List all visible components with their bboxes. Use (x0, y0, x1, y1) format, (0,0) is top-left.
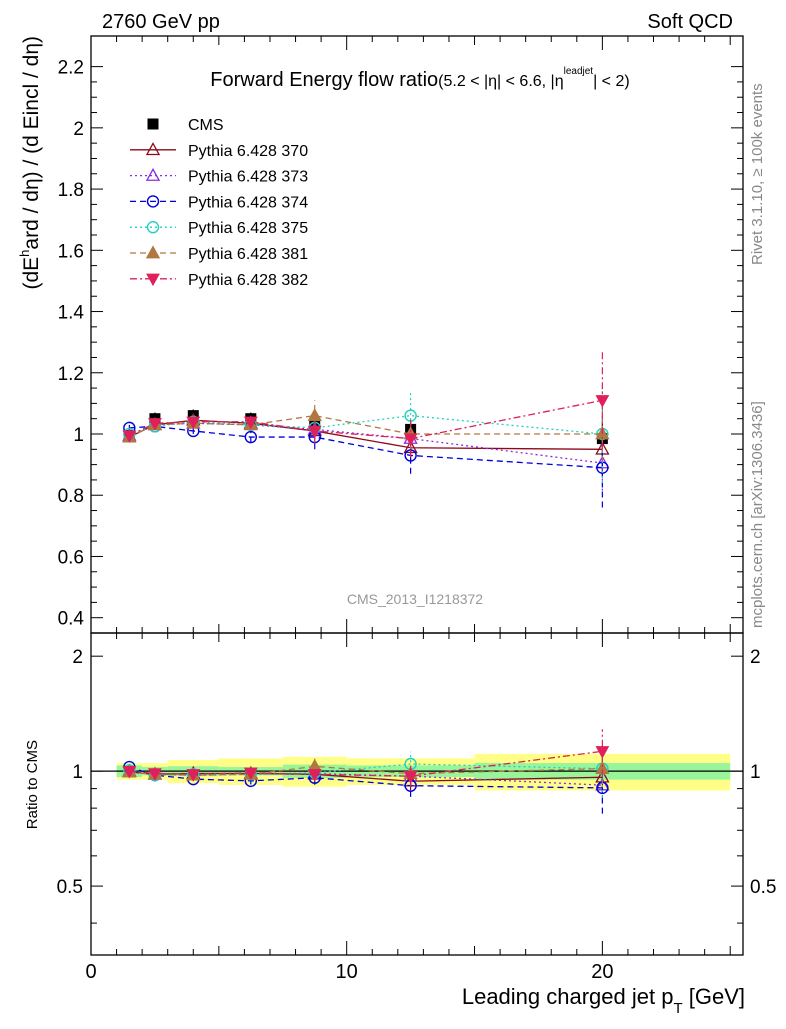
x-axis-label-sub: T (673, 1000, 682, 1017)
data-point (307, 407, 322, 421)
legend-entry: Pythia 6.428 375 (130, 220, 308, 237)
x-tick-label: 0 (85, 961, 96, 983)
main-y-tick-label: 1.6 (58, 241, 84, 262)
chart-title-cut-sup: leadjet (564, 66, 594, 77)
main-y-tick-label: 1 (73, 425, 84, 446)
data-point (404, 449, 417, 462)
ratio-series-5 (122, 729, 610, 787)
main-y-axis-label-b: ard / dη) / (d Eincl / dη) (20, 36, 43, 250)
legend-label: Pythia 6.428 374 (188, 194, 308, 211)
series-6 (122, 351, 610, 457)
x-axis-label-unit: [GeV] (683, 984, 745, 1009)
ratio-y-tick-label-right: 2 (750, 647, 761, 668)
main-y-axis-label-sup: h (17, 250, 32, 257)
main-y-axis-label-a: (dE (20, 257, 43, 290)
chart-title-cut-end: | < 2) (593, 73, 630, 90)
legend-label: CMS (188, 117, 224, 134)
legend-label: Pythia 6.428 375 (188, 220, 308, 237)
legend-entry: Pythia 6.428 370 (130, 142, 308, 160)
main-y-tick-label: 2.2 (58, 58, 84, 79)
data-point (148, 418, 162, 431)
chart-title-cut: (5.2 < |η| < 6.6, |η (438, 73, 563, 90)
ratio-y-axis-label: Ratio to CMS (24, 740, 41, 829)
legend-entry: Pythia 6.428 382 (130, 272, 308, 289)
x-tick-label: 10 (336, 961, 358, 983)
legend-entry: Pythia 6.428 373 (130, 167, 308, 186)
main-y-tick-label: 1.4 (58, 303, 85, 324)
analysis-watermark: CMS_2013_I1218372 (347, 591, 483, 607)
series-line (129, 425, 603, 469)
main-y-tick-label: 0.6 (58, 547, 84, 568)
ratio-point (243, 767, 258, 781)
legend-marker (146, 195, 160, 208)
main-y-tick-label: 1.8 (58, 180, 84, 201)
ratio-point (186, 769, 201, 782)
legend-label: Pythia 6.428 370 (188, 143, 308, 160)
series-line (129, 414, 603, 438)
series-line (129, 422, 603, 464)
x-axis-label-main: Leading charged jet p (462, 984, 674, 1009)
series-5 (122, 400, 610, 462)
main-y-tick-label: 0.8 (58, 486, 84, 507)
ratio-point (307, 769, 322, 782)
x-axis-label: Leading charged jet pT [GeV] (462, 984, 745, 1017)
data-point (186, 416, 201, 430)
data-point (595, 395, 610, 408)
legend-entry: Pythia 6.428 374 (130, 194, 308, 211)
legend: CMS Pythia 6.428 370 Pythia 6.428 373 Pythi… (130, 117, 308, 289)
rivet-version-label: Rivet 3.1.10, ≥ 100k events (749, 83, 766, 265)
legend-label: Pythia 6.428 382 (188, 272, 308, 289)
ratio-point (403, 771, 418, 784)
legend-marker (146, 273, 160, 287)
chart-title: Forward Energy flow ratio(5.2 < |η| < 6.… (210, 66, 629, 91)
main-y-tick-label: 2 (73, 119, 84, 140)
ratio-point (122, 765, 137, 779)
chart-title-main: Forward Energy flow ratio (210, 69, 438, 91)
ratio-y-tick-label: 1 (72, 762, 83, 783)
data-point (243, 416, 258, 430)
ratio-y-tick-label-right: 0.5 (750, 877, 776, 898)
data-point (244, 430, 258, 444)
legend-marker (145, 245, 161, 259)
ratio-panel-frame (90, 632, 744, 956)
ratio-y-tick-label-right: 1 (750, 762, 761, 783)
legend-marker (146, 220, 160, 234)
ratio-y-tick-label: 0.5 (57, 877, 83, 898)
legend-marker (145, 142, 161, 156)
mcplots-label: mcplots.cern.ch [arXiv:1306.3436] (749, 401, 766, 628)
series-line (129, 399, 603, 440)
legend-marker (145, 167, 161, 181)
ratio-y-tick-label: 2 (72, 647, 83, 668)
legend-entry: CMS (147, 117, 224, 134)
ratio-panel: 0.5 0.51 12 20 10 20 Ratio to CMS Leading cha… (24, 632, 776, 1017)
legend-marker (147, 118, 159, 130)
ratio-point (595, 746, 610, 759)
header-category-label: Soft QCD (647, 11, 733, 33)
main-y-tick-label: 1.2 (58, 364, 84, 385)
main-y-axis-label: (dEhard / dη) / (d Eincl / dη) (17, 36, 43, 290)
data-point (403, 433, 418, 446)
legend-label: Pythia 6.428 373 (188, 169, 308, 186)
header-energy-label: 2760 GeV pp (102, 11, 220, 33)
data-point (307, 425, 322, 439)
ratio-point (148, 768, 162, 781)
x-tick-label: 20 (591, 961, 613, 983)
main-y-tick-label: 0.4 (58, 609, 85, 630)
legend-entry: Pythia 6.428 381 (130, 245, 308, 263)
data-point (122, 430, 137, 443)
legend-label: Pythia 6.428 381 (188, 246, 308, 263)
main-panel: 0.4 0.6 0.8 1 1.2 1.4 1.6 1.8 2 2.2 Forward Energ… (17, 35, 744, 634)
